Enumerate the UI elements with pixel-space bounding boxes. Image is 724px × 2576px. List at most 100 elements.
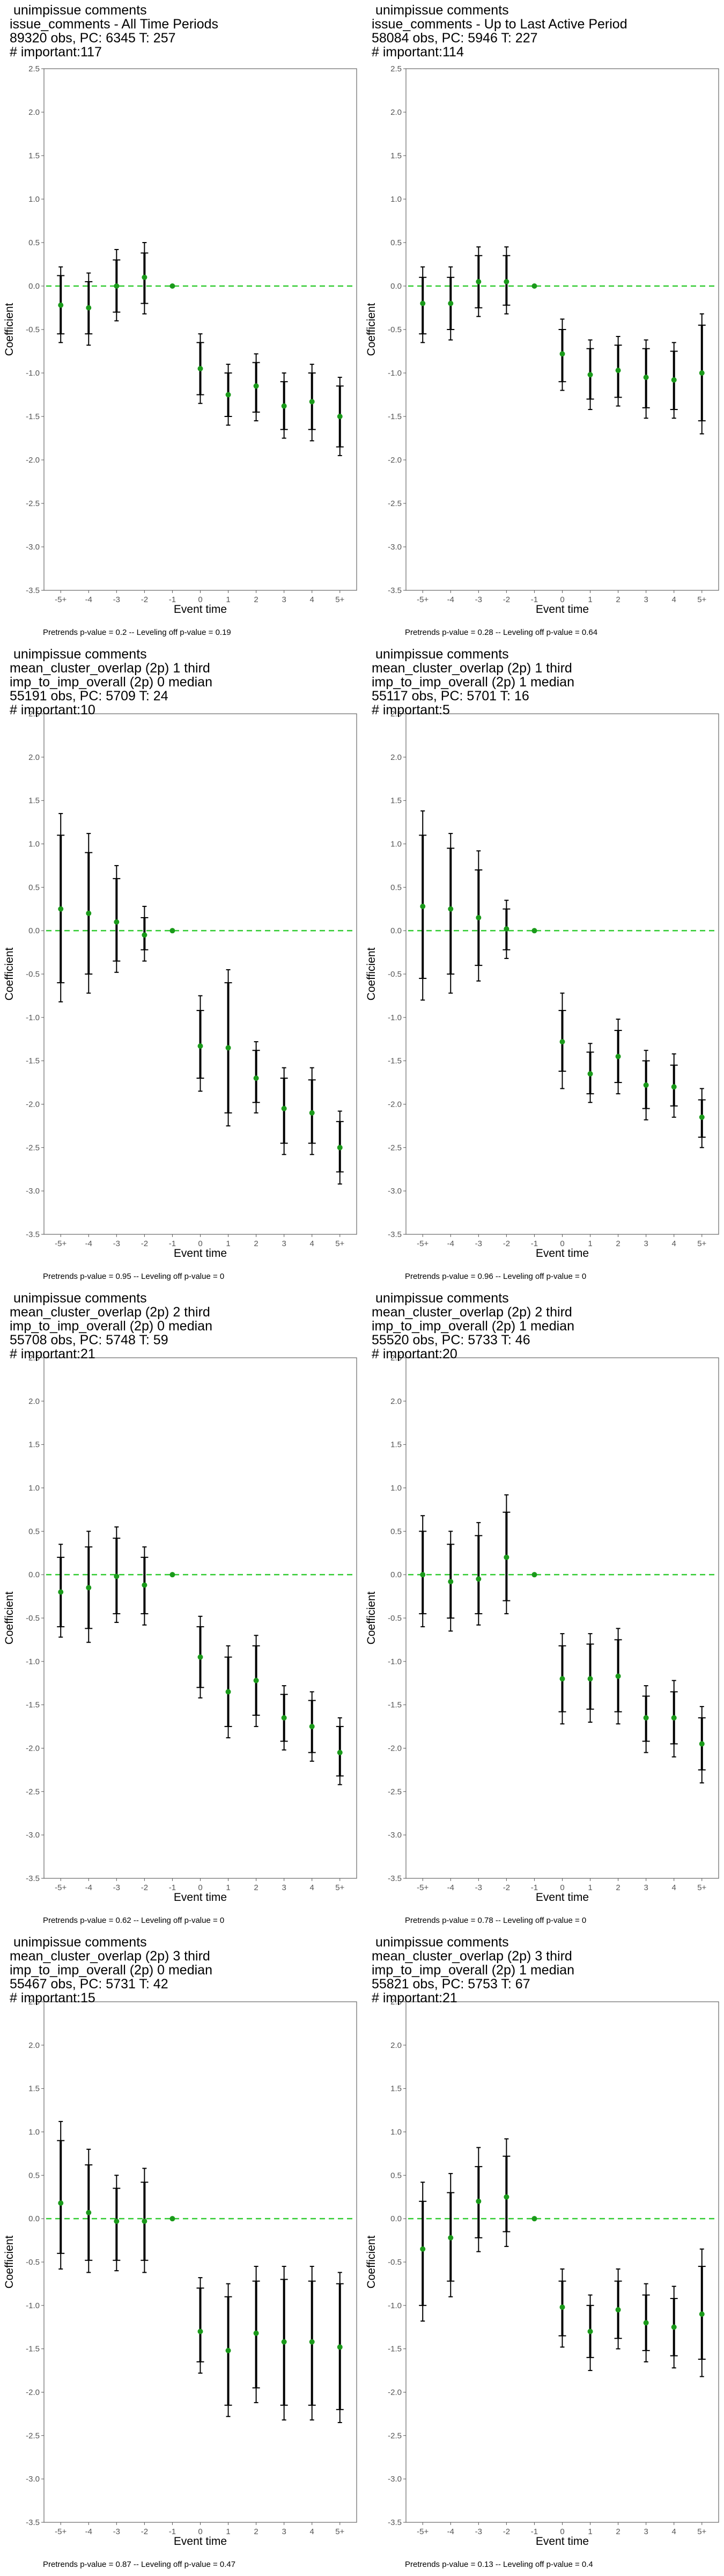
y-tick-label: 2.0 [390,108,402,117]
coefficient-point [337,1145,343,1151]
coefficient-point [86,2209,92,2215]
x-tick-label: 4 [310,1883,314,1892]
panel-title-line: imp_to_imp_overall (2p) 1 median [372,1319,574,1334]
x-tick-label: 1 [588,1239,592,1248]
x-tick-label: 2 [254,595,258,604]
x-tick-label: 5+ [697,2527,706,2536]
panel-title-line: imp_to_imp_overall (2p) 1 median [372,1963,574,1978]
coefficient-point [643,1715,649,1721]
panel-title-line: imp_to_imp_overall (2p) 1 median [372,675,574,690]
y-tick-label: -3.5 [388,1874,402,1883]
y-tick-label: -0.5 [388,1614,402,1623]
y-tick-label: -2.5 [388,2431,402,2440]
coefficient-point [643,2320,649,2326]
x-tick-label: 5+ [697,1883,706,1892]
x-axis-title: Event time [536,603,589,616]
y-tick-label: -3.0 [26,1831,40,1840]
event-study-plot: 2.5 2.0 1.5 1.0 0.5 0.0 -0.5 -1.0 -1.5 -2.0 -2.5 -3… [365,1353,719,1904]
panel-title-line: unimpissue comments [372,647,509,662]
x-tick-label: 4 [672,1883,676,1892]
coefficient-point [281,2339,287,2345]
x-tick-label: -4 [447,1883,454,1892]
y-tick-label: -1.5 [388,2345,402,2354]
y-tick-label: -2.0 [26,1100,40,1109]
coefficient-point [420,2246,426,2252]
x-tick-label: -3 [475,2527,482,2536]
x-tick-label: -1 [531,1883,538,1892]
coefficient-point [420,301,426,306]
coefficient-point [448,1579,454,1585]
panel-title-line: 55117 obs, PC: 5701 T: 16 [372,689,529,704]
y-tick-label: 2.5 [28,709,40,719]
coefficient-point [309,399,315,405]
y-tick-label: -2.5 [26,1787,40,1796]
y-tick-label: 1.0 [390,195,402,204]
x-tick-label: 5+ [335,595,344,604]
y-tick-label: 0.5 [390,2171,402,2180]
panel-title-line: 55191 obs, PC: 5709 T: 24 [10,689,168,704]
y-tick-label: -1.5 [388,1057,402,1066]
x-tick-label: 0 [198,1239,202,1248]
panel-title-line: # important:114 [372,45,464,60]
y-tick-label: -2.5 [388,499,402,508]
coefficient-point [142,932,147,938]
plot-frame [405,2001,719,2523]
y-tick-label: -1.0 [26,2301,40,2310]
y-tick-label: -1.0 [388,1657,402,1666]
coefficient-point [587,1676,593,1682]
x-tick-label: 1 [588,595,592,604]
coefficient-point [504,926,509,932]
y-tick-label: 0.5 [28,238,40,247]
y-tick-label: -1.0 [26,1657,40,1666]
coefficient-point [559,2304,565,2310]
x-axis-title: Event time [174,1247,227,1260]
event-study-panel: 2.5 2.0 1.5 1.0 0.5 0.0 -0.5 -1.0 -1.5 -2.0 -2.5 -3… [0,644,362,1288]
y-tick-label: -2.5 [26,1143,40,1152]
panel-title-line: # important:15 [10,1990,95,2006]
event-study-panel: 2.5 2.0 1.5 1.0 0.5 0.0 -0.5 -1.0 -1.5 -2.0 -2.5 -3… [362,644,724,1288]
x-tick-label: 5+ [697,595,706,604]
coefficient-point [559,351,565,357]
coefficient-point [197,1043,203,1049]
x-tick-label: -1 [169,595,176,604]
x-tick-label: 2 [254,1883,258,1892]
y-tick-label: 1.0 [28,195,40,204]
panel-title-line: mean_cluster_overlap (2p) 3 third [372,1949,572,1964]
coefficient-point [337,2344,343,2350]
coefficient-point [253,2330,259,2336]
y-axis-title: Coefficient [365,2235,378,2288]
y-tick-label: -2.5 [388,1787,402,1796]
coefficient-point [225,1689,231,1695]
y-tick-label: -0.5 [388,2258,402,2267]
coefficient-point [169,2216,175,2222]
panel-title-line: imp_to_imp_overall (2p) 0 median [10,1963,212,1978]
y-tick-label: -3.0 [388,2475,402,2484]
coefficient-point [643,1082,649,1088]
coefficient-point [531,928,537,934]
coefficient-point [169,283,175,289]
y-tick-label: -1.0 [388,2301,402,2310]
y-tick-label: -0.5 [26,2258,40,2267]
y-axis-title: Coefficient [3,303,16,356]
coefficient-point [86,1585,92,1591]
x-tick-label: 0 [560,1883,564,1892]
x-tick-label: 4 [672,595,676,604]
x-axis-title: Event time [536,1891,589,1904]
y-axis-title: Coefficient [3,947,16,1000]
y-tick-label: -3.0 [388,1187,402,1196]
y-tick-label: 0.5 [390,238,402,247]
coefficient-point [142,2219,147,2224]
y-tick-label: 0.5 [28,883,40,892]
coefficient-point [197,2329,203,2334]
y-tick-label: 0.0 [390,1570,402,1579]
event-study-plot: 2.5 2.0 1.5 1.0 0.5 0.0 -0.5 -1.0 -1.5 -2.0 -2.5 -3… [365,709,719,1260]
coefficient-point [197,365,203,371]
panel-title-line: imp_to_imp_overall (2p) 0 median [10,675,212,690]
x-tick-label: 1 [226,1883,230,1892]
panel-title: unimpissue comments mean_cluster_overlap … [372,1291,574,1361]
y-tick-label: -0.5 [388,325,402,334]
coefficient-point [420,903,426,909]
coefficient-point [309,1724,315,1730]
y-tick-label: 0.5 [28,2171,40,2180]
y-tick-label: 1.0 [28,1484,40,1493]
